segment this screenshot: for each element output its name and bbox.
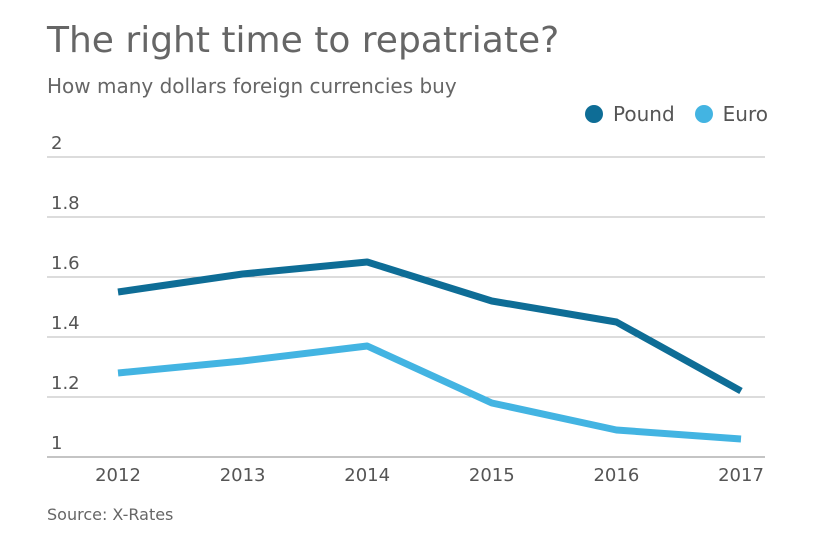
legend-item-pound: Pound	[585, 102, 675, 126]
legend-label-euro: Euro	[722, 102, 768, 126]
x-tick-label: 2013	[220, 465, 266, 486]
y-tick-label: 2	[51, 133, 62, 154]
y-tick-label: 1.6	[51, 253, 80, 274]
y-tick-label: 1.8	[51, 193, 80, 214]
x-tick-label: 2016	[593, 465, 639, 486]
x-tick-label: 2015	[469, 465, 515, 486]
chart-subtitle: How many dollars foreign currencies buy	[47, 74, 457, 98]
series-line-pound	[117, 258, 743, 395]
x-tick-label: 2012	[95, 465, 141, 486]
legend-swatch-pound	[585, 105, 604, 123]
legend: Pound Euro	[565, 102, 768, 126]
x-tick-label: 2017	[718, 465, 764, 486]
y-tick-label: 1	[51, 433, 62, 454]
legend-swatch-euro	[694, 105, 713, 123]
source-note: Source: X-Rates	[47, 505, 174, 524]
series-line-euro	[117, 342, 742, 443]
x-tick-label: 2014	[344, 465, 390, 486]
legend-label-pound: Pound	[613, 102, 675, 126]
y-tick-label: 1.4	[51, 313, 80, 334]
y-tick-label: 1.2	[51, 373, 80, 394]
chart-title: The right time to repatriate?	[47, 20, 560, 61]
legend-item-euro: Euro	[694, 102, 768, 126]
